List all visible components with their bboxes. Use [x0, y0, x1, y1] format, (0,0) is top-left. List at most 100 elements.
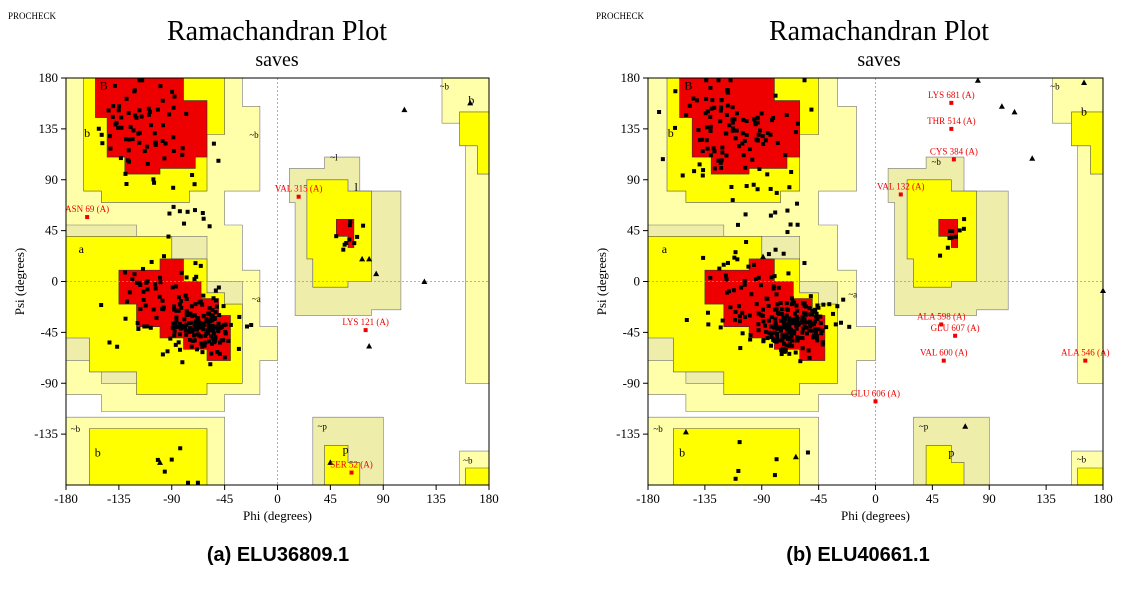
residue-point	[137, 130, 142, 135]
residue-point	[176, 308, 181, 313]
residue-point	[145, 161, 150, 166]
y-tick-label: -90	[623, 375, 640, 390]
glycine-point	[366, 342, 373, 349]
residue-point	[802, 301, 807, 306]
residue-point	[783, 153, 788, 158]
residue-point	[158, 84, 163, 89]
residue-point	[182, 325, 187, 330]
residue-point	[107, 340, 112, 345]
residue-point	[342, 242, 347, 247]
residue-point	[217, 340, 222, 345]
glycine-point	[998, 103, 1005, 109]
residue-point	[178, 446, 183, 451]
y-tick-label: 90	[45, 172, 58, 187]
residue-point	[209, 313, 214, 318]
residue-point	[152, 180, 157, 185]
residue-point	[161, 307, 166, 312]
residue-point	[775, 302, 780, 307]
residue-point	[204, 316, 209, 321]
residue-point	[142, 324, 147, 329]
x-tick-label: -135	[693, 491, 717, 506]
residue-point	[727, 123, 732, 128]
residue-point	[724, 153, 729, 158]
residue-point	[180, 360, 185, 365]
outlier-point	[949, 100, 954, 105]
residue-point	[153, 140, 158, 145]
residue-point	[193, 321, 198, 326]
residue-point	[179, 305, 184, 310]
residue-point	[198, 263, 203, 268]
residue-point	[814, 330, 819, 335]
residue-point	[190, 173, 195, 178]
residue-point	[766, 304, 771, 309]
x-tick-label: 45	[926, 491, 939, 506]
residue-point	[788, 327, 793, 332]
residue-point	[744, 184, 749, 189]
residue-point	[123, 270, 128, 275]
residue-point	[763, 323, 768, 328]
residue-point	[789, 302, 794, 307]
residue-point	[775, 326, 780, 331]
residue-point	[236, 346, 241, 351]
residue-point	[802, 320, 807, 325]
plot-subtitle: saves	[857, 49, 901, 71]
residue-point	[808, 294, 813, 299]
y-tick-label: -90	[41, 375, 58, 390]
outlier-point	[949, 126, 954, 131]
residue-point	[756, 275, 761, 280]
region-label: b	[95, 446, 101, 460]
residue-point	[184, 308, 189, 313]
residue-point	[790, 338, 795, 343]
residue-point	[712, 149, 717, 154]
residue-point	[189, 304, 194, 309]
residue-point	[800, 336, 805, 341]
residue-point	[778, 300, 783, 305]
residue-point	[130, 137, 135, 142]
residue-point	[191, 327, 196, 332]
plot-title: Ramachandran Plot	[166, 16, 388, 47]
residue-point	[724, 290, 729, 295]
residue-point	[141, 289, 146, 294]
residue-point	[780, 338, 785, 343]
residue-point	[192, 182, 197, 187]
residue-point	[755, 138, 760, 143]
residue-point	[341, 247, 346, 252]
residue-point	[168, 336, 173, 341]
residue-point	[790, 343, 795, 348]
residue-point	[197, 325, 202, 330]
residue-point	[161, 254, 166, 259]
residue-point	[697, 162, 702, 167]
residue-point	[187, 326, 192, 331]
residue-point	[795, 201, 800, 206]
residue-point	[125, 299, 130, 304]
residue-point	[213, 298, 218, 303]
residue-point	[221, 304, 226, 309]
residue-point	[743, 212, 748, 217]
outlier-point	[363, 328, 368, 333]
residue-point	[785, 208, 790, 213]
residue-point	[673, 125, 678, 130]
region-label: ~b	[463, 456, 473, 466]
residue-point	[108, 146, 113, 151]
residue-point	[795, 317, 800, 322]
outlier-label: GLU 607 (A)	[931, 323, 980, 333]
residue-point	[781, 251, 786, 256]
residue-point	[205, 330, 210, 335]
residue-point	[779, 311, 784, 316]
residue-point	[768, 186, 773, 191]
residue-point	[962, 217, 967, 222]
residue-point	[802, 261, 807, 266]
allowed-region	[465, 467, 490, 486]
residue-point	[155, 107, 160, 112]
x-axis-label: Phi (degrees)	[243, 508, 312, 523]
residue-point	[783, 335, 788, 340]
residue-point	[106, 108, 111, 113]
residue-point	[172, 304, 177, 309]
residue-point	[219, 338, 224, 343]
residue-point	[704, 96, 709, 101]
residue-point	[742, 138, 747, 143]
residue-point	[726, 90, 731, 95]
residue-point	[751, 182, 756, 187]
residue-point	[731, 116, 736, 121]
residue-point	[171, 321, 176, 326]
